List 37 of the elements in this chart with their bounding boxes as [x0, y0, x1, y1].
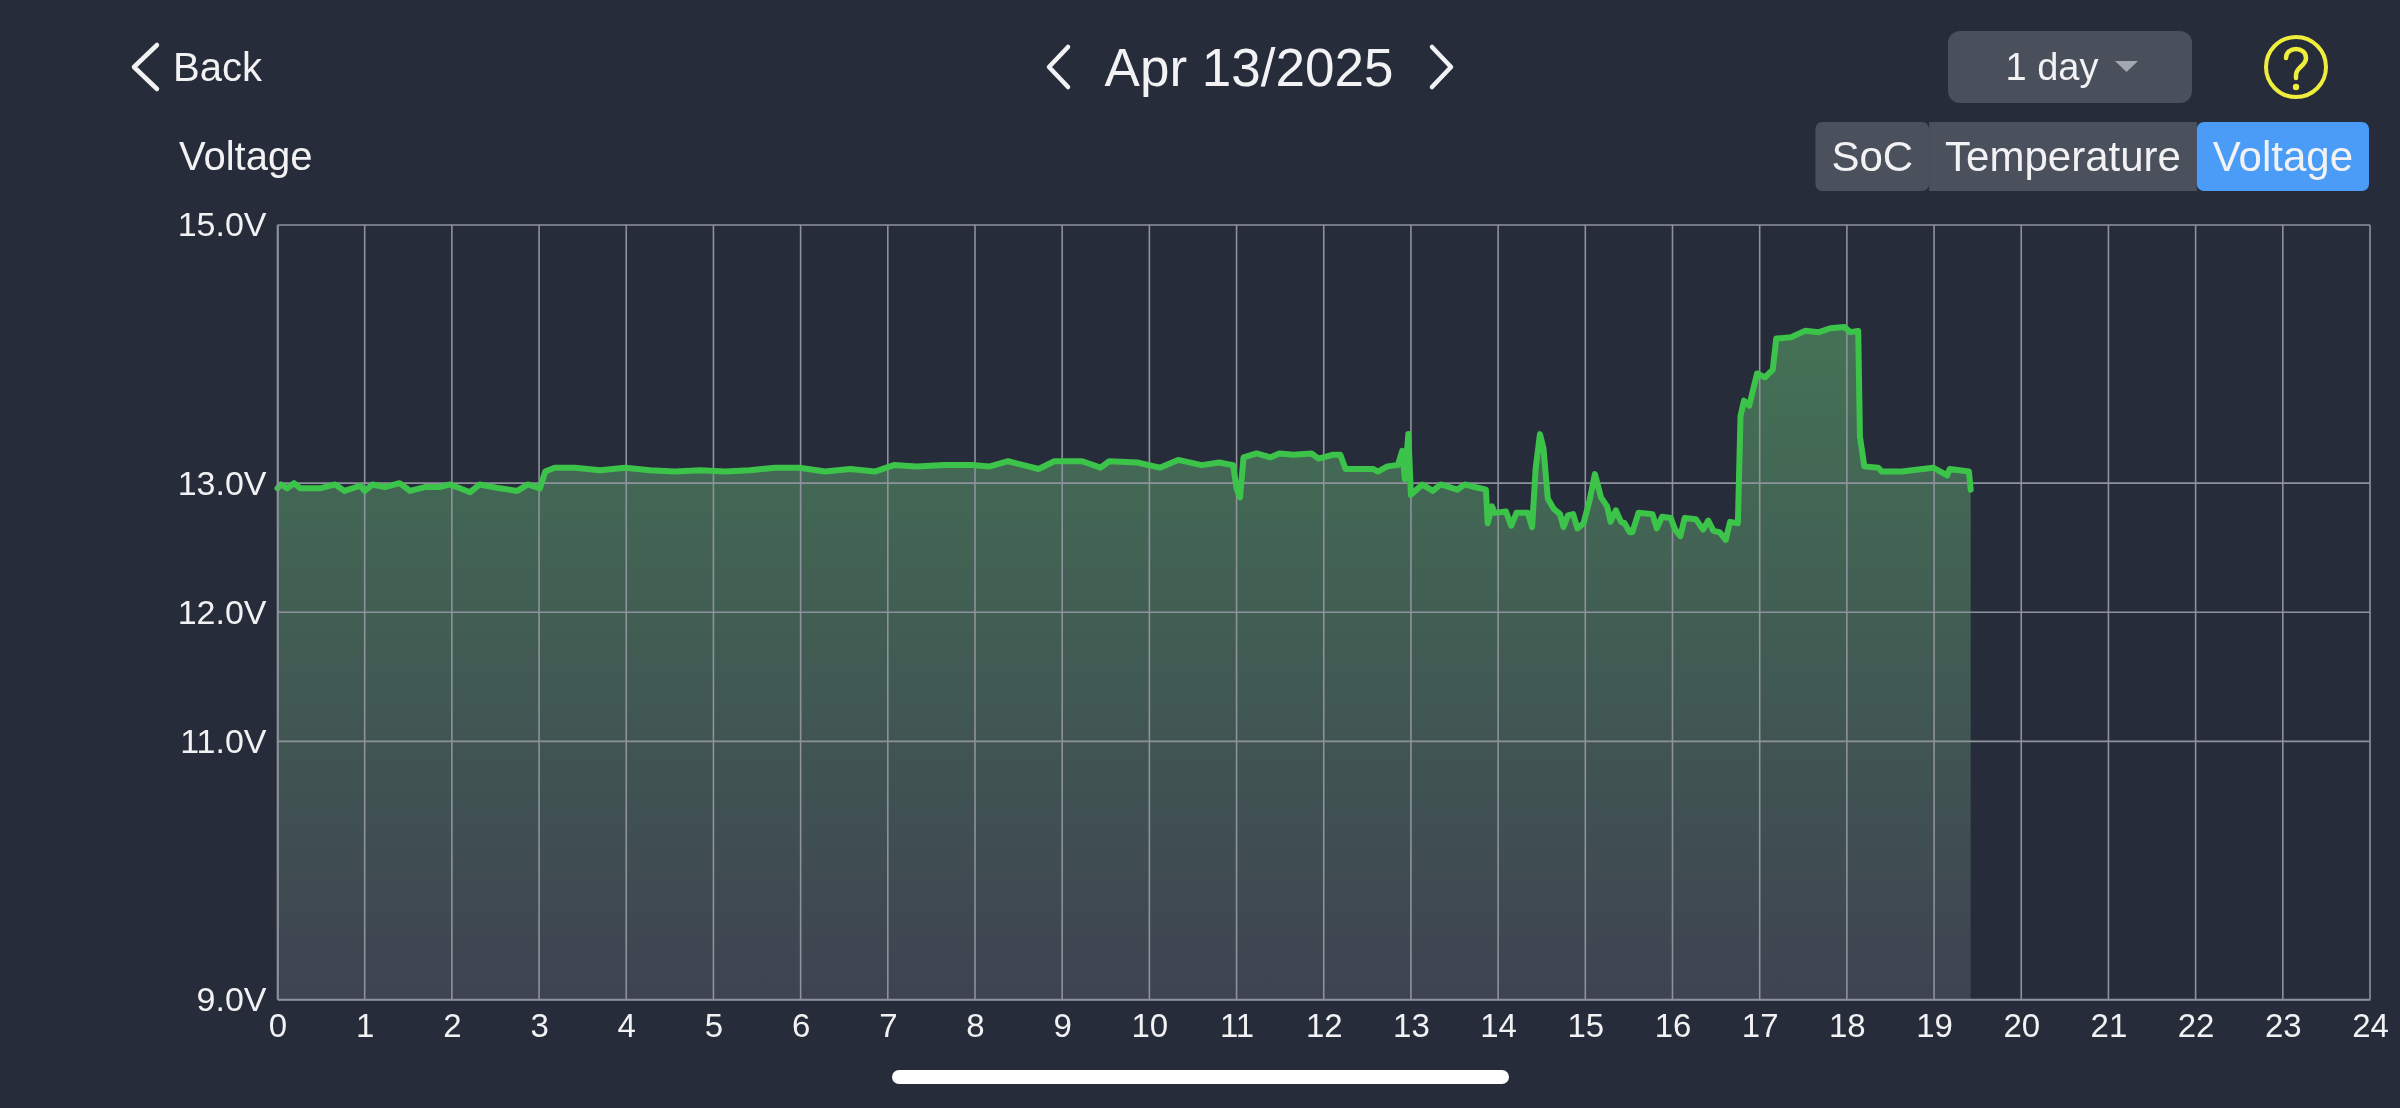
x-tick-label: 11 — [1219, 1006, 1255, 1044]
x-tick-label: 12 — [1305, 1006, 1343, 1044]
y-tick-label: 12.0V — [177, 592, 267, 631]
y-tick-label: 15.0V — [177, 205, 267, 244]
x-tick-label: 5 — [704, 1006, 724, 1044]
text: Back — [173, 45, 263, 89]
x-tick-label: 8 — [966, 1006, 985, 1044]
x-tick-label: 0 — [268, 1006, 288, 1044]
x-tick-label: 6 — [791, 1006, 811, 1044]
x-tick-label: 24 — [2352, 1006, 2389, 1044]
y-axis-title: Voltage — [179, 134, 313, 178]
x-tick-label: 13 — [1393, 1006, 1430, 1044]
x-tick-label: 17 — [1741, 1006, 1779, 1044]
chart-title: Apr 13/2025 — [1104, 37, 1394, 97]
x-tick-label: 4 — [617, 1006, 636, 1044]
x-tick-label: 23 — [2264, 1006, 2302, 1044]
text: 1 day — [2005, 46, 2099, 89]
text: SoC — [1831, 133, 1914, 181]
y-tick-label: 11.0V — [180, 721, 267, 760]
x-tick-label: 2 — [443, 1006, 462, 1044]
x-tick-label: 19 — [1916, 1006, 1953, 1044]
text: Temperature — [1945, 133, 2181, 181]
x-tick-label: 18 — [1829, 1006, 1866, 1044]
x-tick-label: 1 — [356, 1006, 375, 1044]
x-tick-label: 14 — [1480, 1006, 1517, 1044]
x-tick-label: 16 — [1654, 1006, 1692, 1044]
text: Voltage — [2212, 133, 2353, 181]
x-tick-label: 7 — [879, 1006, 898, 1044]
x-tick-label: 9 — [1053, 1006, 1072, 1044]
x-tick-label: 15 — [1567, 1006, 1605, 1044]
y-tick-label: 9.0V — [196, 979, 267, 1018]
x-tick-label: 10 — [1131, 1006, 1169, 1044]
x-tick-label: 22 — [2177, 1006, 2215, 1044]
x-tick-label: 21 — [2090, 1006, 2128, 1044]
x-tick-label: 20 — [2003, 1006, 2041, 1044]
y-tick-label: 13.0V — [177, 463, 267, 502]
x-tick-label: 3 — [530, 1006, 549, 1044]
